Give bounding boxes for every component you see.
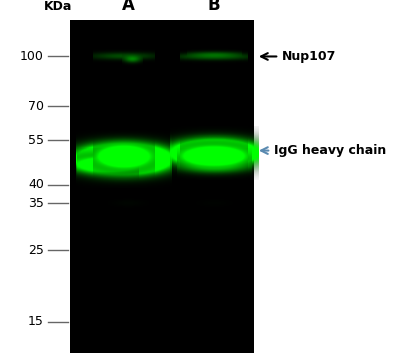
Text: 70: 70 <box>28 100 44 113</box>
Text: 40: 40 <box>28 178 44 191</box>
Text: IgG heavy chain: IgG heavy chain <box>261 144 386 157</box>
Text: Nup107: Nup107 <box>261 50 336 63</box>
Text: 55: 55 <box>28 134 44 147</box>
Text: KDa: KDa <box>44 0 72 13</box>
Text: A: A <box>122 0 134 14</box>
Text: 25: 25 <box>28 244 44 257</box>
Text: 35: 35 <box>28 197 44 210</box>
Text: 15: 15 <box>28 315 44 328</box>
Text: B: B <box>208 0 220 14</box>
Bar <box>70 20 254 353</box>
Text: 100: 100 <box>20 50 44 63</box>
